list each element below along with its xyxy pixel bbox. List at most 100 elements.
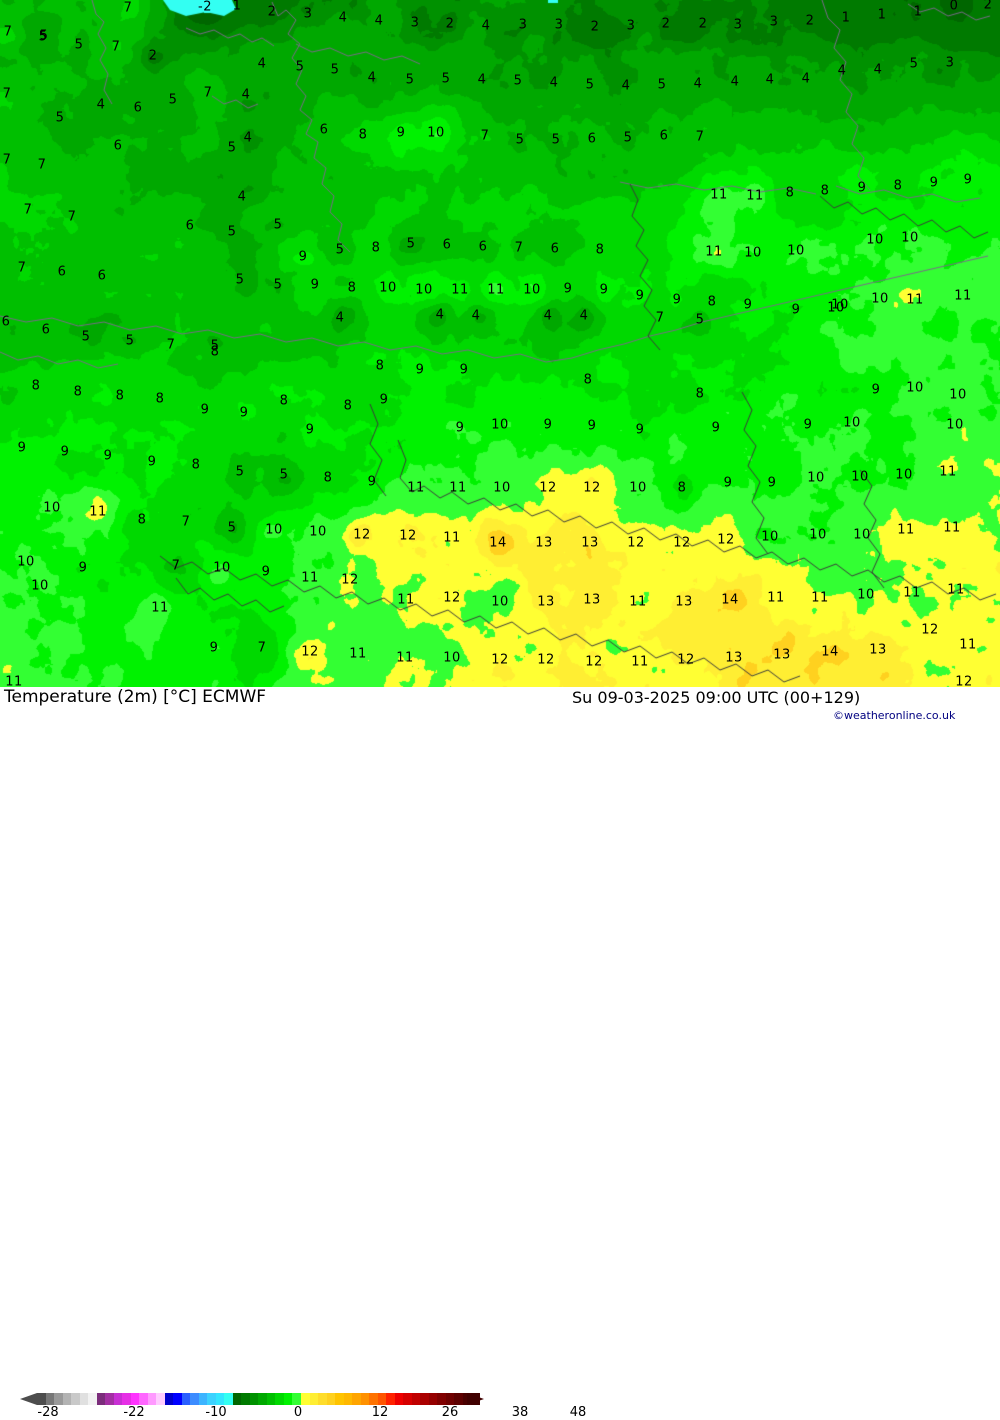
temperature-value-label: 8: [210, 344, 220, 360]
temperature-value-label: 10: [427, 125, 445, 141]
temperature-value-label: -2: [198, 0, 212, 15]
colorbar-over-arrow: [467, 1393, 484, 1405]
colorbar-swatch: [122, 1393, 131, 1405]
temperature-value-label: 11: [705, 244, 723, 260]
temperature-value-label: 12: [921, 622, 939, 638]
colorbar-swatch: [394, 1393, 404, 1405]
temperature-value-label: 4: [471, 308, 481, 324]
temperature-value-label: 8: [347, 280, 357, 296]
temperature-value-label: 4: [837, 63, 847, 79]
temperature-value-label: 11: [811, 590, 829, 606]
temperature-value-label: 9: [305, 422, 315, 438]
temperature-value-label: 13: [725, 650, 743, 666]
temperature-value-label: 10: [17, 554, 35, 570]
temperature-value-label: 10: [946, 417, 964, 433]
temperature-value-label: 11: [396, 650, 414, 666]
temperature-value-label: 12: [443, 590, 461, 606]
temperature-value-label: 4: [579, 308, 589, 324]
temperature-label-layer: 7 5 7 -2 1 2 3 4 4 3 2 4 3 3 2 3 2 2 3 3 2 1 1 1 0 2 5 5 7 2 7 4 6 5 7 4 4 5 5…: [0, 0, 1000, 687]
temperature-value-label: 9: [635, 422, 645, 438]
temperature-value-label: 7: [37, 157, 47, 173]
temperature-value-label: 5: [623, 130, 633, 146]
temperature-value-label: 14: [489, 535, 507, 551]
colorbar-swatch: [309, 1393, 319, 1405]
temperature-value-label: 7: [181, 514, 191, 530]
temperature-value-label: 10: [443, 650, 461, 666]
temperature-value-label: 4: [730, 74, 740, 90]
colorbar-swatch: [37, 1393, 46, 1405]
colorbar-swatch: [428, 1393, 438, 1405]
temperature-value-label: 7: [166, 337, 176, 353]
temperature-value-label: 9: [147, 454, 157, 470]
temperature-value-label: 8: [137, 512, 147, 528]
temperature-value-label: 4: [693, 76, 703, 92]
colorbar-swatch: [241, 1393, 250, 1405]
temperature-value-label: 10: [213, 560, 231, 576]
temperature-value-label: 5: [441, 71, 451, 87]
temperature-value-label: 5: [909, 56, 919, 72]
colorbar-swatch: [71, 1393, 80, 1405]
temperature-map[interactable]: 7 5 7 -2 1 2 3 4 4 3 2 4 3 3 2 3 2 2 3 3 2 1 1 1 0 2 5 5 7 2 7 4 6 5 7 4 4 5 5…: [0, 0, 1000, 687]
colorbar-swatch: [403, 1393, 412, 1405]
temperature-value-label: 3: [303, 6, 313, 22]
copyright-credit: ©weatheronline.co.uk: [833, 709, 956, 722]
colorbar-swatch: [139, 1393, 148, 1405]
temperature-value-label: 4: [96, 97, 106, 113]
temperature-value-label: 8: [31, 378, 41, 394]
temperature-value-label: 8: [595, 242, 605, 258]
temperature-value-label: 8: [820, 183, 830, 199]
colorbar-swatch: [147, 1393, 157, 1405]
temperature-value-label: 12: [491, 652, 509, 668]
temperature-value-label: 11: [301, 570, 319, 586]
temperature-field-canvas: [0, 0, 1000, 687]
model-run-timestamp: Su 09-03-2025 09:00 UTC (00+129): [572, 688, 861, 707]
temperature-value-label: 10: [901, 230, 919, 246]
map-footer: Temperature (2m) [°C] ECMWF Su 09-03-202…: [0, 687, 1000, 1420]
temperature-value-label: 11: [943, 520, 961, 536]
colorbar-tick-label: 48: [569, 1405, 587, 1420]
temperature-value-label: 7: [257, 640, 267, 656]
temperature-value-label: 11: [903, 585, 921, 601]
temperature-value-label: 9: [78, 560, 88, 576]
temperature-value-label: 2: [590, 19, 600, 35]
temperature-value-label: 12: [301, 644, 319, 660]
temperature-value-label: 5: [585, 77, 595, 93]
temperature-value-label: 1: [232, 0, 242, 14]
temperature-value-label: 3: [626, 18, 636, 34]
temperature-value-label: 12: [353, 527, 371, 543]
colorbar-swatch: [45, 1393, 55, 1405]
temperature-value-label: 13: [537, 594, 555, 610]
temperature-value-label: 10: [866, 232, 884, 248]
temperature-value-label: 4: [801, 71, 811, 87]
temperature-value-label: 6: [113, 138, 123, 154]
temperature-value-label: 11: [631, 654, 649, 670]
temperature-value-label: 7: [203, 85, 213, 101]
temperature-value-label: 0: [949, 0, 959, 14]
temperature-value-label: 9: [543, 417, 553, 433]
temperature-value-label: 12: [955, 674, 973, 688]
colorbar-tick-label: -28: [37, 1405, 59, 1420]
temperature-value-label: 10: [843, 415, 861, 431]
temperature-value-label: 6: [478, 239, 488, 255]
map-title: Temperature (2m) [°C] ECMWF: [4, 687, 267, 707]
temperature-value-label: 5: [273, 277, 283, 293]
temperature-value-label: 10: [491, 594, 509, 610]
temperature-value-label: 12: [399, 528, 417, 544]
temperature-value-label: 10: [831, 297, 849, 313]
temperature-value-label: 7: [655, 310, 665, 326]
colorbar-swatch: [369, 1393, 378, 1405]
temperature-value-label: 1: [877, 7, 887, 23]
temperature-value-label: 7: [480, 128, 490, 144]
temperature-value-label: 7: [3, 24, 13, 40]
temperature-value-label: 9: [791, 302, 801, 318]
colorbar-swatch: [283, 1393, 293, 1405]
colorbar-tick-label: -10: [205, 1405, 227, 1420]
temperature-value-label: 4: [543, 308, 553, 324]
temperature-value-label: 4: [873, 62, 883, 78]
temperature-value-label: 11: [451, 282, 469, 298]
temperature-value-label: 11: [746, 188, 764, 204]
temperature-value-label: 2: [267, 4, 277, 20]
temperature-value-label: 13: [583, 592, 601, 608]
temperature-value-label: 5: [295, 59, 305, 75]
